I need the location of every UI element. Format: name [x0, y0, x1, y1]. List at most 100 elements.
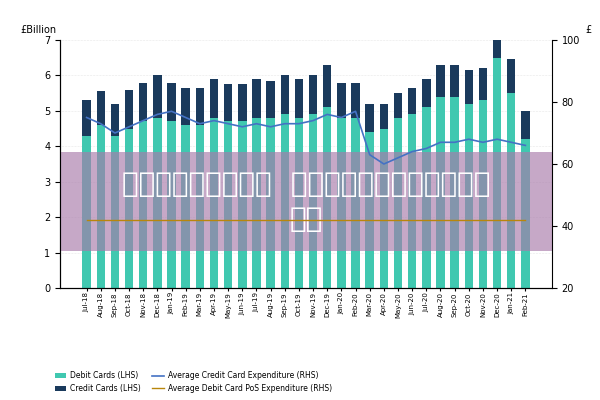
Average Credit Card Expenditure (RHS) [196, 121, 203, 126]
Average Credit Card Expenditure (RHS) [83, 115, 90, 120]
Bar [479, 100, 487, 288]
Average Credit Card Expenditure (RHS) [451, 140, 458, 145]
Average Credit Card Expenditure (RHS) [295, 121, 302, 126]
Average Debit Card PoS Expenditure (RHS) [182, 217, 189, 222]
Average Debit Card PoS Expenditure (RHS) [394, 217, 401, 222]
Bar [351, 82, 360, 118]
Average Debit Card PoS Expenditure (RHS) [465, 217, 472, 222]
Bar [82, 136, 91, 288]
Average Credit Card Expenditure (RHS) [154, 112, 161, 117]
Bar [309, 76, 317, 114]
Average Debit Card PoS Expenditure (RHS) [409, 217, 416, 222]
Average Credit Card Expenditure (RHS) [224, 121, 232, 126]
Bar [493, 19, 502, 58]
Average Credit Card Expenditure (RHS) [323, 112, 331, 117]
Bar [521, 139, 530, 288]
Bar [167, 122, 176, 288]
Bar [82, 100, 91, 136]
Bar [153, 76, 161, 118]
Average Credit Card Expenditure (RHS) [140, 118, 147, 123]
Average Credit Card Expenditure (RHS) [479, 140, 487, 145]
Average Credit Card Expenditure (RHS) [508, 140, 515, 145]
Average Credit Card Expenditure (RHS) [522, 143, 529, 148]
Bar [380, 104, 388, 128]
Bar [224, 122, 232, 288]
Average Debit Card PoS Expenditure (RHS) [253, 217, 260, 222]
Bar [110, 104, 119, 136]
Bar [337, 118, 346, 288]
Bar [464, 104, 473, 288]
Bar [153, 118, 161, 288]
Bar [196, 125, 204, 288]
Bar [97, 125, 105, 288]
Bar [422, 79, 431, 107]
Average Credit Card Expenditure (RHS) [394, 155, 401, 160]
Average Credit Card Expenditure (RHS) [310, 118, 317, 123]
Bar [210, 79, 218, 118]
Bar [196, 88, 204, 125]
Average Debit Card PoS Expenditure (RHS) [380, 217, 388, 222]
Average Debit Card PoS Expenditure (RHS) [451, 217, 458, 222]
Bar [281, 76, 289, 114]
Bar [408, 114, 416, 288]
Bar [451, 97, 459, 288]
Bar [394, 93, 402, 118]
Bar [464, 70, 473, 104]
Bar [408, 88, 416, 114]
Text: £Billion: £Billion [20, 25, 57, 35]
Bar [451, 65, 459, 97]
Average Credit Card Expenditure (RHS) [97, 121, 104, 126]
Bar [323, 107, 331, 288]
Average Credit Card Expenditure (RHS) [281, 121, 289, 126]
Bar [125, 90, 133, 128]
Average Debit Card PoS Expenditure (RHS) [168, 217, 175, 222]
Bar [139, 122, 148, 288]
Average Debit Card PoS Expenditure (RHS) [295, 217, 302, 222]
Average Debit Card PoS Expenditure (RHS) [437, 217, 444, 222]
Average Debit Card PoS Expenditure (RHS) [423, 217, 430, 222]
Text: 可信的股票抑押融资  软通动力在武汉新设科技子: 可信的股票抑押融资 软通动力在武汉新设科技子 [122, 170, 490, 198]
Average Credit Card Expenditure (RHS) [239, 124, 246, 129]
Bar [351, 118, 360, 288]
Average Debit Card PoS Expenditure (RHS) [310, 217, 317, 222]
Average Debit Card PoS Expenditure (RHS) [366, 217, 373, 222]
Average Credit Card Expenditure (RHS) [168, 109, 175, 114]
Bar [125, 128, 133, 288]
Bar [110, 136, 119, 288]
Average Credit Card Expenditure (RHS) [253, 121, 260, 126]
Average Debit Card PoS Expenditure (RHS) [97, 217, 104, 222]
Bar [507, 93, 515, 288]
Average Debit Card PoS Expenditure (RHS) [224, 217, 232, 222]
Average Credit Card Expenditure (RHS) [338, 115, 345, 120]
Average Credit Card Expenditure (RHS) [437, 140, 444, 145]
Bar [281, 114, 289, 288]
Bar [97, 91, 105, 125]
Bar [365, 132, 374, 288]
Average Debit Card PoS Expenditure (RHS) [338, 217, 345, 222]
Average Credit Card Expenditure (RHS) [112, 130, 119, 135]
Bar [252, 118, 261, 288]
Line: Average Credit Card Expenditure (RHS): Average Credit Card Expenditure (RHS) [86, 111, 526, 164]
Bar [139, 82, 148, 122]
Average Credit Card Expenditure (RHS) [352, 109, 359, 114]
Average Debit Card PoS Expenditure (RHS) [267, 217, 274, 222]
Bar [521, 111, 530, 139]
Average Debit Card PoS Expenditure (RHS) [281, 217, 289, 222]
Bar [380, 128, 388, 288]
Bar [479, 68, 487, 100]
Bar [295, 118, 303, 288]
Bar [238, 84, 247, 122]
Bar [167, 82, 176, 122]
Average Debit Card PoS Expenditure (RHS) [493, 217, 500, 222]
Bar [436, 97, 445, 288]
Average Debit Card PoS Expenditure (RHS) [508, 217, 515, 222]
Bar [60, 152, 552, 251]
Average Debit Card PoS Expenditure (RHS) [239, 217, 246, 222]
Bar [181, 125, 190, 288]
Average Credit Card Expenditure (RHS) [211, 118, 218, 123]
Bar [507, 60, 515, 93]
Bar [295, 79, 303, 118]
Average Debit Card PoS Expenditure (RHS) [83, 217, 90, 222]
Average Debit Card PoS Expenditure (RHS) [112, 217, 119, 222]
Average Debit Card PoS Expenditure (RHS) [352, 217, 359, 222]
